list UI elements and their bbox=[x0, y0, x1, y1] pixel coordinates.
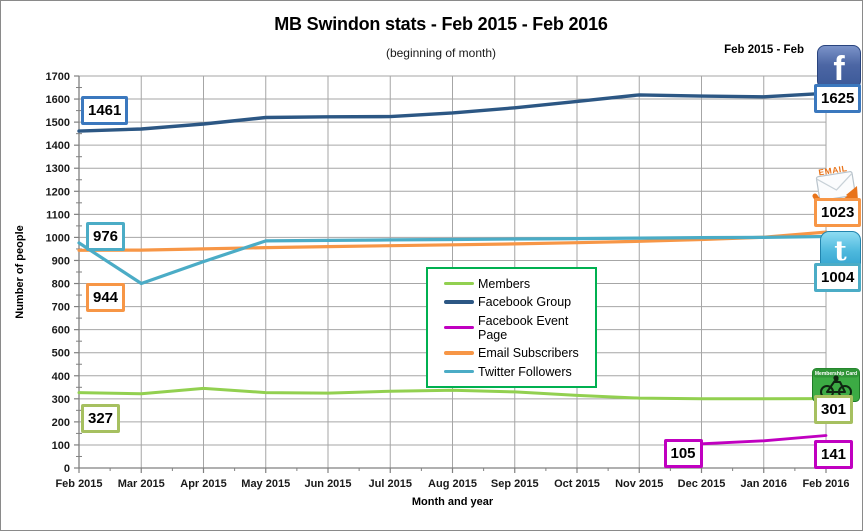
x-axis-title: Month and year bbox=[412, 496, 494, 508]
y-tick-label: 1600 bbox=[46, 94, 70, 106]
x-tick-label: Jul 2015 bbox=[369, 478, 412, 490]
chart-legend: Members Facebook Group Facebook Event Page… bbox=[426, 267, 597, 388]
legend-item-email-subscribers: Email Subscribers bbox=[444, 346, 591, 360]
legend-item-facebook-group: Facebook Group bbox=[444, 295, 591, 309]
x-tick-label: Nov 2015 bbox=[615, 478, 663, 490]
y-tick-label: 300 bbox=[52, 394, 70, 406]
x-tick-label: Mar 2015 bbox=[118, 478, 165, 490]
legend-label-email-subscribers: Email Subscribers bbox=[478, 346, 579, 360]
x-tick-label: Dec 2015 bbox=[678, 478, 726, 490]
y-tick-label: 1400 bbox=[46, 140, 70, 152]
legend-swatch-twitter-followers bbox=[444, 369, 474, 374]
data-callout-email-subscribers-944: 944 bbox=[86, 283, 126, 313]
y-tick-label: 1000 bbox=[46, 232, 70, 244]
y-tick-label: 1100 bbox=[46, 209, 70, 221]
series-line-members bbox=[77, 386, 828, 401]
y-tick-label: 600 bbox=[52, 325, 70, 337]
y-tick-label: 500 bbox=[52, 348, 70, 360]
x-tick-label: May 2015 bbox=[241, 478, 290, 490]
y-tick-label: 400 bbox=[52, 371, 70, 383]
data-callout-facebook-group-1461: 1461 bbox=[81, 96, 129, 126]
facebook-icon: f bbox=[817, 45, 861, 89]
corner-note: Feb 2015 - Feb bbox=[724, 44, 804, 56]
x-tick-label: Feb 2016 bbox=[802, 478, 849, 490]
legend-swatch-email-subscribers bbox=[444, 351, 474, 355]
y-tick-label: 800 bbox=[52, 279, 70, 291]
y-tick-label: 100 bbox=[52, 440, 70, 452]
data-callout-members-327: 327 bbox=[81, 403, 121, 433]
legend-swatch-facebook-event-page bbox=[444, 325, 474, 330]
membership-card-icon: Membership Card bbox=[812, 368, 860, 402]
x-tick-label: Aug 2015 bbox=[428, 478, 477, 490]
email-icon: EMAIL bbox=[812, 163, 860, 210]
twitter-glyph: t bbox=[834, 236, 847, 267]
series-line-email-subscribers bbox=[77, 230, 828, 252]
x-tick-label: Apr 2015 bbox=[180, 478, 226, 490]
x-tick-label: Jun 2015 bbox=[304, 478, 351, 490]
y-tick-label: 1300 bbox=[46, 163, 70, 175]
data-callout-facebook-event-page-105: 105 bbox=[663, 438, 703, 468]
legend-label-facebook-event-page: Facebook Event Page bbox=[478, 313, 569, 342]
membership-card-label: Membership Card bbox=[815, 371, 857, 377]
x-tick-label: Sep 2015 bbox=[491, 478, 539, 490]
data-callout-twitter-followers-976: 976 bbox=[86, 221, 126, 251]
email-icon-label: EMAIL bbox=[818, 164, 848, 177]
x-tick-label: Jan 2016 bbox=[741, 478, 787, 490]
chart-subtitle: (beginning of month) bbox=[385, 46, 497, 60]
legend-item-twitter-followers: Twitter Followers bbox=[444, 365, 591, 379]
y-tick-label: 900 bbox=[52, 255, 70, 267]
data-callout-members-301: 301 bbox=[814, 394, 854, 424]
y-tick-label: 700 bbox=[52, 302, 70, 314]
y-tick-label: 1200 bbox=[46, 186, 70, 198]
legend-item-members: Members bbox=[444, 277, 591, 291]
legend-swatch-facebook-group bbox=[444, 300, 474, 304]
data-callout-facebook-group-1625: 1625 bbox=[814, 84, 862, 114]
legend-label-facebook-group: Facebook Group bbox=[478, 295, 572, 309]
y-tick-label: 1700 bbox=[46, 71, 70, 83]
facebook-glyph: f bbox=[833, 50, 845, 88]
data-callout-email-subscribers-1023: 1023 bbox=[814, 198, 862, 228]
y-tick-label: 200 bbox=[52, 417, 70, 429]
y-tick-label: 1500 bbox=[46, 117, 70, 129]
x-tick-label: Oct 2015 bbox=[554, 478, 600, 490]
data-callout-facebook-event-page-141: 141 bbox=[814, 440, 854, 470]
legend-label-members: Members bbox=[478, 276, 531, 291]
legend-label-twitter-followers: Twitter Followers bbox=[478, 364, 572, 379]
legend-swatch-members bbox=[444, 281, 474, 286]
series-line-twitter-followers bbox=[77, 234, 828, 286]
chart-title: MB Swindon stats - Feb 2015 - Feb 2016 bbox=[274, 14, 608, 34]
y-axis-title: Number of people bbox=[14, 225, 26, 319]
series-line-facebook-group bbox=[77, 91, 828, 133]
x-tick-label: Feb 2015 bbox=[55, 478, 102, 490]
data-callout-twitter-followers-1004: 1004 bbox=[814, 263, 862, 293]
y-tick-label: 0 bbox=[64, 463, 70, 475]
legend-item-facebook-event-page: Facebook Event Page bbox=[444, 314, 591, 342]
series-line-facebook-event-page bbox=[700, 434, 828, 446]
